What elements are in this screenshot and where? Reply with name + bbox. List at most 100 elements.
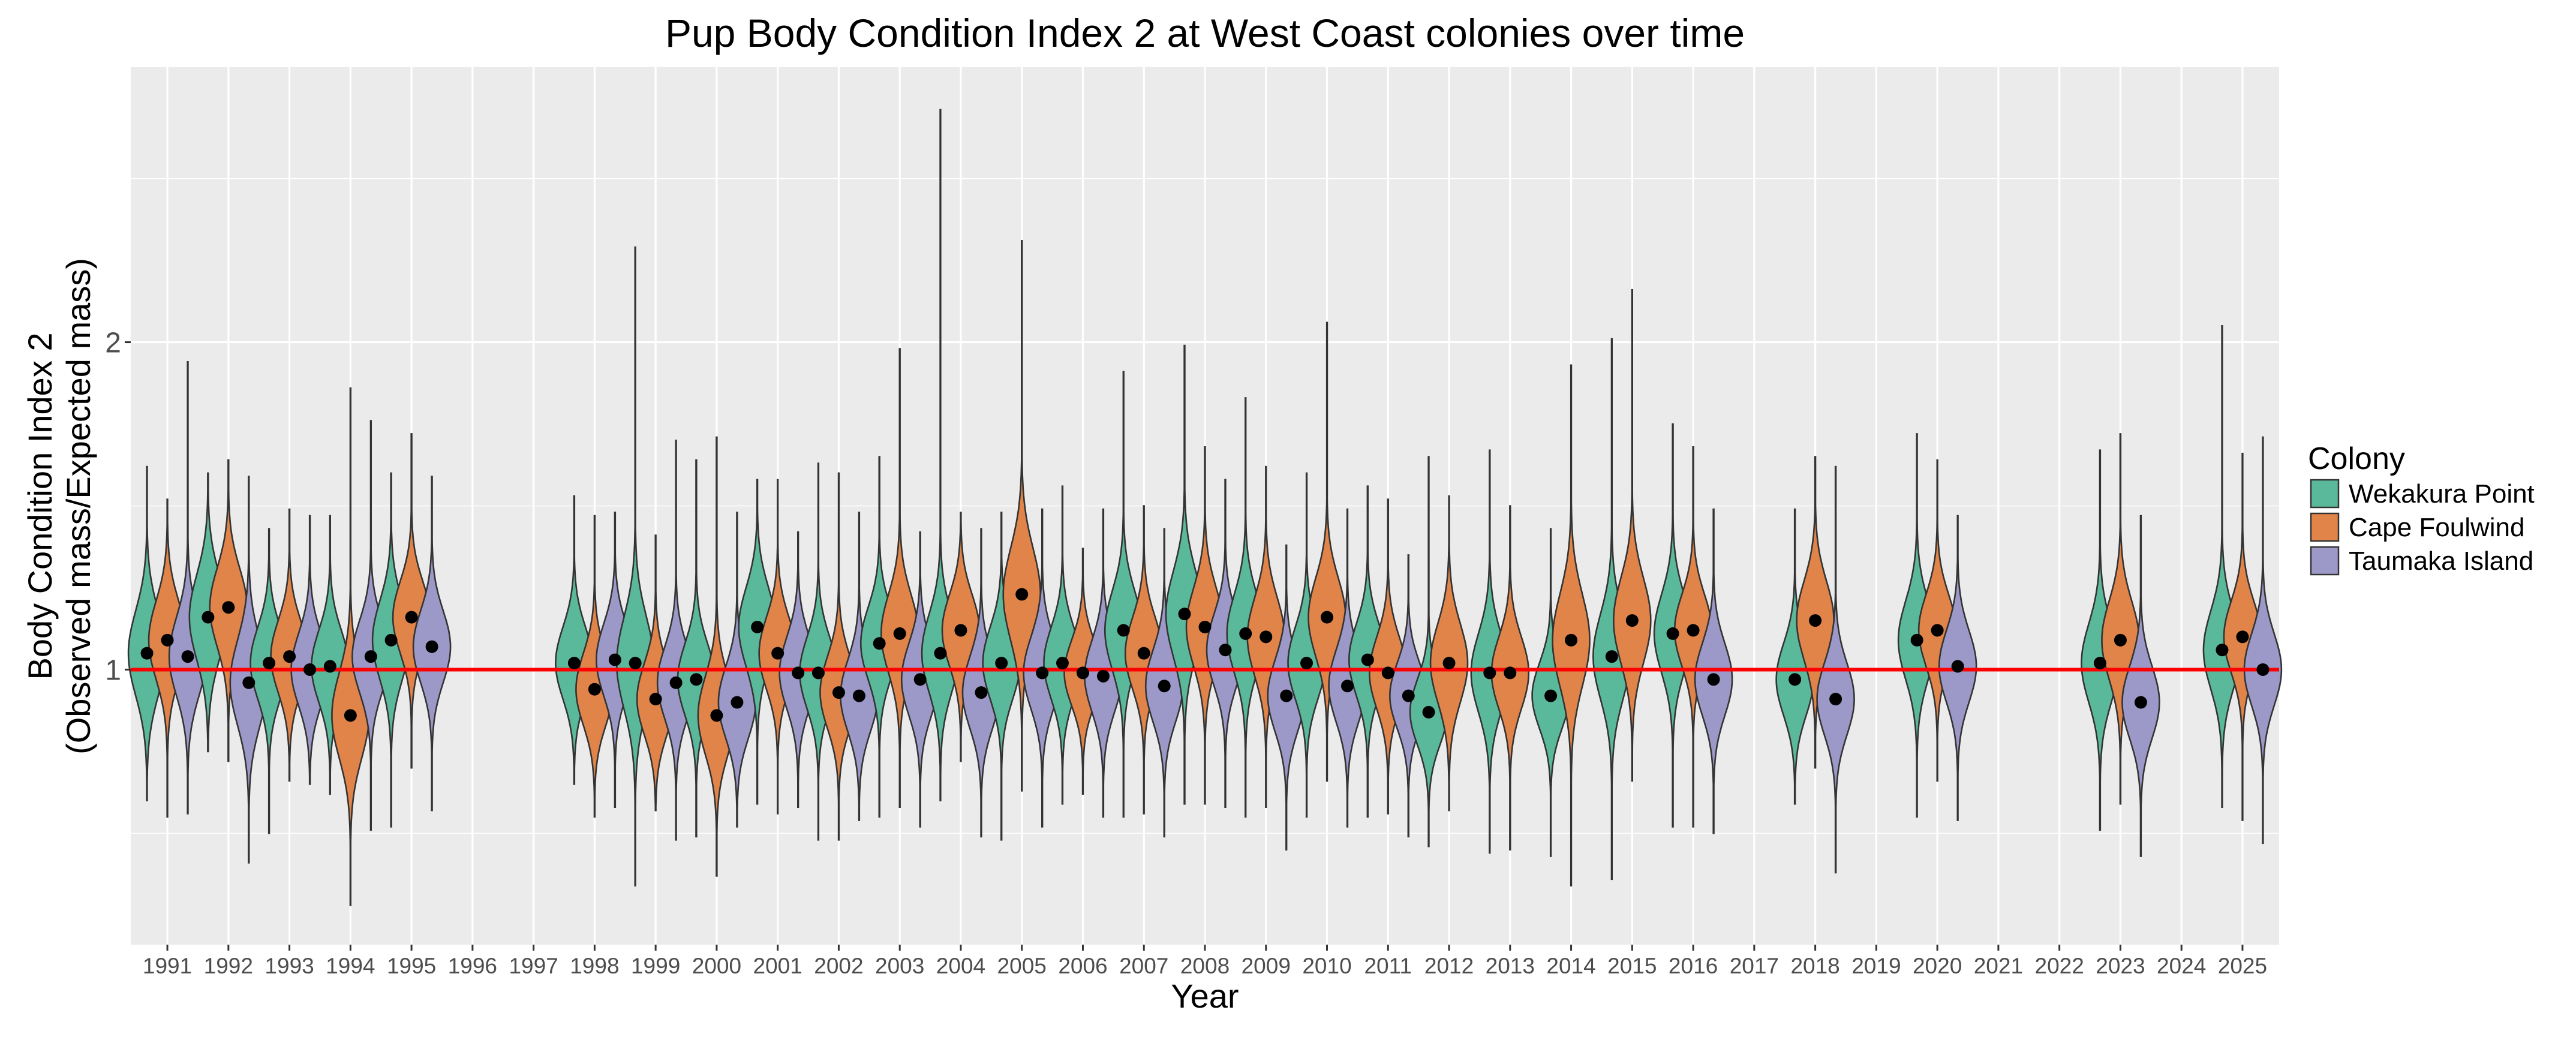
mean-point-1995-cape-foulwind [405, 611, 418, 624]
x-tick-label: 2009 [1242, 954, 1291, 978]
mean-point-1993-taumaka-island [303, 663, 317, 676]
x-tick-label: 2014 [1546, 954, 1595, 978]
mean-point-1994-cape-foulwind [344, 709, 357, 722]
mean-point-1999-taumaka-island [669, 676, 683, 689]
legend-swatch-taumaka-island [2310, 546, 2340, 576]
violin-1994-taumaka-island [351, 420, 390, 831]
mean-point-2000-cape-foulwind [710, 709, 723, 722]
mean-point-2000-wekakura-point [690, 673, 703, 686]
legend-label-wekakura-point: Wekakura Point [2349, 479, 2535, 509]
x-tick-label: 2025 [2218, 954, 2267, 978]
legend-label-taumaka-island: Taumaka Island [2349, 546, 2533, 576]
x-tick-label: 1999 [631, 954, 680, 978]
mean-point-1995-wekakura-point [384, 633, 398, 647]
mean-point-2007-wekakura-point [1117, 624, 1130, 637]
mean-point-2009-cape-foulwind [1260, 630, 1273, 644]
mean-point-2005-wekakura-point [995, 657, 1008, 670]
mean-point-2012-wekakura-point [1422, 705, 1435, 719]
x-tick-label: 2001 [753, 954, 802, 978]
x-tick-label: 2013 [1486, 954, 1535, 978]
legend-title: Colony [2308, 441, 2405, 476]
x-tick-label: 2018 [1790, 954, 1839, 978]
mean-point-2005-taumaka-island [1036, 666, 1049, 680]
mean-point-2013-cape-foulwind [1504, 666, 1517, 680]
mean-point-2023-cape-foulwind [2114, 633, 2127, 647]
mean-point-1994-wekakura-point [323, 660, 336, 673]
x-tick-label: 2002 [814, 954, 863, 978]
mean-point-2016-taumaka-island [1707, 673, 1720, 686]
mean-point-2002-wekakura-point [811, 666, 825, 680]
mean-point-1998-taumaka-island [608, 653, 621, 666]
x-tick-label: 2016 [1669, 954, 1718, 978]
x-tick-label: 1993 [264, 954, 314, 978]
mean-point-2002-cape-foulwind [832, 686, 845, 699]
x-tick-label: 2023 [2096, 954, 2145, 978]
mean-point-2006-cape-foulwind [1076, 666, 1089, 680]
mean-point-2010-wekakura-point [1300, 657, 1313, 670]
violin-2016-wekakura-point [1653, 423, 1693, 828]
x-tick-label: 2017 [1730, 954, 1779, 978]
x-tick-label: 2019 [1851, 954, 1901, 978]
violin-2015-wekakura-point [1592, 338, 1631, 880]
legend-label-cape-foulwind: Cape Foulwind [2349, 513, 2525, 542]
mean-point-2001-wekakura-point [751, 620, 764, 633]
mean-point-1992-cape-foulwind [222, 601, 235, 614]
violin-2002-taumaka-island [840, 512, 879, 821]
mean-point-2025-taumaka-island [2256, 663, 2270, 676]
mean-point-1994-taumaka-island [364, 650, 377, 663]
mean-point-2015-cape-foulwind [1625, 614, 1639, 627]
mean-point-1993-cape-foulwind [283, 650, 296, 663]
violin-2005-wekakura-point [982, 512, 1021, 841]
x-tick-label: 2021 [1974, 954, 2023, 978]
x-tick-label: 2015 [1607, 954, 1657, 978]
legend: Colony Wekakura Point Cape Foulwind Taumak… [2308, 441, 2535, 576]
x-tick-label: 2012 [1424, 954, 1474, 978]
y-axis-title-line-1: Body Condition Index 2 [21, 332, 59, 680]
violin-2001-wekakura-point [738, 479, 777, 805]
violin-2016-cape-foulwind [1673, 446, 1713, 828]
mean-point-2012-cape-foulwind [1442, 657, 1456, 670]
mean-point-2007-taumaka-island [1158, 680, 1171, 693]
mean-point-2010-cape-foulwind [1321, 611, 1334, 624]
mean-point-2011-cape-foulwind [1381, 666, 1394, 680]
violin-2023-taumaka-island [2121, 515, 2160, 857]
x-axis-title: Year [1171, 977, 1239, 1015]
mean-point-2008-wekakura-point [1178, 608, 1191, 621]
x-tick-label: 2011 [1364, 954, 1412, 978]
mean-point-2006-taumaka-island [1096, 669, 1110, 683]
mean-point-1991-wekakura-point [140, 647, 154, 660]
x-tick-label: 2007 [1119, 954, 1168, 978]
violin-2003-wekakura-point [859, 456, 899, 818]
legend-swatch-cape-foulwind [2310, 512, 2340, 542]
mean-point-2018-wekakura-point [1789, 673, 1802, 686]
mean-point-2013-wekakura-point [1483, 666, 1496, 680]
violin-2006-taumaka-island [1084, 508, 1123, 818]
mean-point-2025-wekakura-point [2216, 644, 2229, 657]
mean-point-2016-wekakura-point [1666, 627, 1679, 640]
legend-entries: Wekakura Point Cape Foulwind Taumaka Islan… [2310, 479, 2535, 576]
violin-2010-wekakura-point [1287, 472, 1326, 818]
mean-point-1999-cape-foulwind [649, 693, 662, 706]
mean-point-1995-taumaka-island [425, 640, 438, 653]
violin-1995-wekakura-point [371, 472, 411, 828]
mean-point-2014-wekakura-point [1544, 689, 1558, 702]
mean-point-2016-cape-foulwind [1687, 624, 1700, 637]
mean-point-1992-wekakura-point [202, 611, 215, 624]
violin-2013-wekakura-point [1470, 449, 1510, 854]
mean-point-2003-wekakura-point [873, 637, 886, 650]
mean-point-2018-taumaka-island [1829, 693, 1842, 706]
mean-point-2023-wekakura-point [2093, 657, 2106, 670]
mean-point-2008-cape-foulwind [1198, 620, 1212, 633]
mean-point-2001-cape-foulwind [771, 647, 784, 660]
mean-point-2004-wekakura-point [934, 647, 947, 660]
x-tick-label: 2020 [1913, 954, 1962, 978]
mean-point-2001-taumaka-island [792, 666, 805, 680]
mean-point-2003-taumaka-island [913, 673, 927, 686]
violin-2008-taumaka-island [1206, 479, 1245, 808]
violin-1993-wekakura-point [250, 528, 288, 834]
mean-point-1999-wekakura-point [629, 657, 642, 670]
axis-layer: 1 2 1991 1992 1993 1994 1995 1996 1997 1998 1999 20… [105, 327, 2267, 978]
mean-point-1991-cape-foulwind [161, 633, 174, 647]
x-tick-label: 1996 [448, 954, 497, 978]
